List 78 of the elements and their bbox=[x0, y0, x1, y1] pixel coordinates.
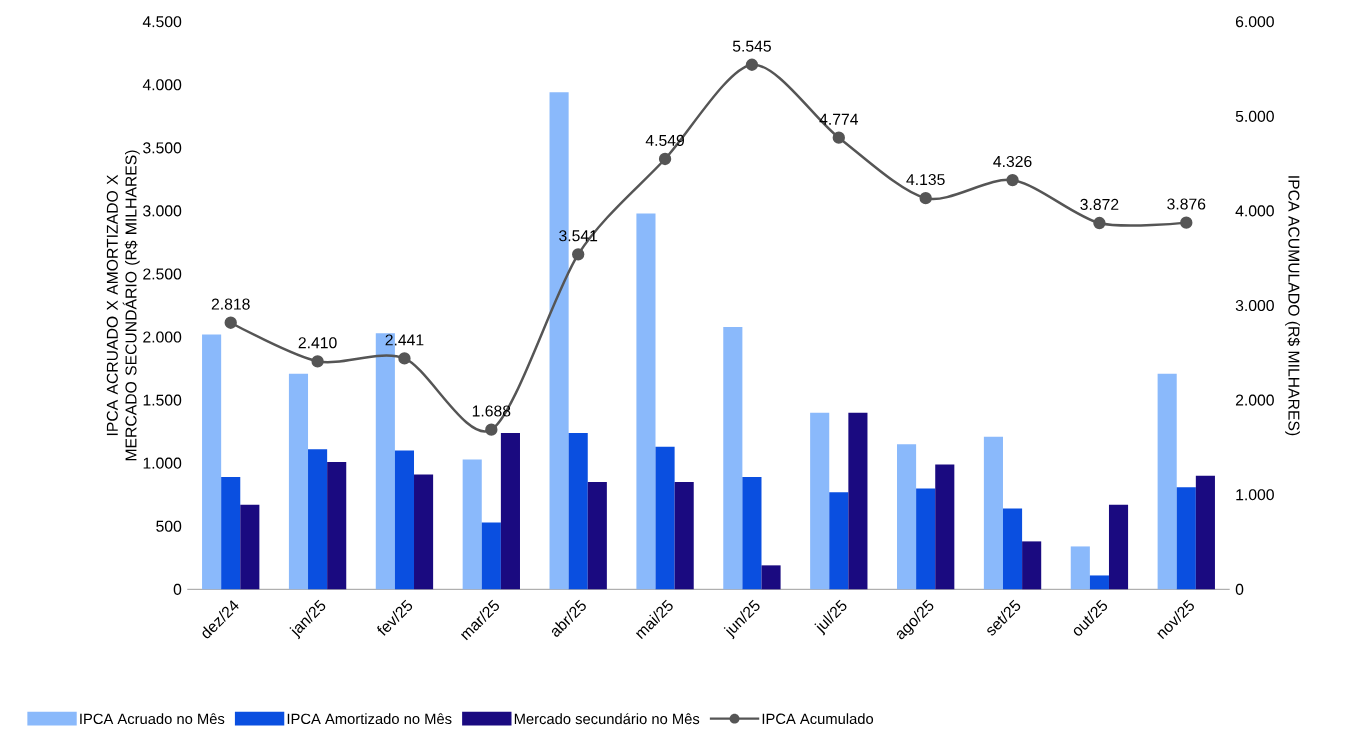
bar bbox=[1157, 373, 1177, 590]
point bbox=[832, 131, 845, 145]
y2-tick-label: 5.000 bbox=[1235, 110, 1274, 123]
y2-tick-label: 6.000 bbox=[1235, 16, 1274, 28]
bar bbox=[636, 213, 656, 590]
bar bbox=[897, 444, 917, 590]
bar bbox=[202, 334, 222, 590]
point bbox=[658, 153, 672, 166]
legend-label: IPCA Acruado no Mês bbox=[80, 713, 225, 725]
data-label: 3.876 bbox=[1167, 198, 1206, 210]
bar bbox=[848, 412, 868, 590]
data-label: 5.545 bbox=[732, 40, 771, 52]
bar bbox=[462, 459, 482, 590]
y2-tick-label: 4.000 bbox=[1235, 205, 1274, 217]
bar bbox=[674, 482, 694, 590]
legend-label: Mercado secundário no Mês bbox=[514, 713, 700, 725]
bar bbox=[655, 447, 675, 590]
point bbox=[224, 316, 237, 330]
data-label: 4.135 bbox=[906, 174, 945, 186]
bar bbox=[810, 412, 830, 590]
y-tick-label: 4.000 bbox=[142, 79, 182, 91]
bar bbox=[1002, 508, 1023, 590]
legend-label: IPCA Acumulado bbox=[762, 713, 874, 725]
bar bbox=[414, 474, 434, 590]
legend-label: IPCA Amortizado no Mês bbox=[287, 713, 452, 725]
data-label: 4.326 bbox=[993, 156, 1032, 168]
bar bbox=[723, 327, 743, 590]
bar bbox=[288, 373, 309, 590]
bar bbox=[327, 462, 347, 590]
data-label: 2.818 bbox=[211, 298, 250, 310]
y-tick-label: 1.500 bbox=[143, 394, 182, 406]
bar bbox=[240, 505, 260, 590]
data-label: 2.441 bbox=[385, 334, 424, 346]
bar bbox=[935, 464, 955, 590]
bar bbox=[568, 433, 588, 590]
data-label: 4.774 bbox=[819, 114, 859, 125]
bar bbox=[1176, 487, 1196, 590]
y-tick-label: 500 bbox=[156, 520, 182, 533]
bar bbox=[829, 492, 849, 590]
bar bbox=[916, 488, 936, 590]
y2-tick-label: 0 bbox=[1235, 584, 1244, 596]
y-tick-label: 3.500 bbox=[143, 142, 182, 154]
y2-tick-label: 3.000 bbox=[1235, 300, 1274, 312]
y-tick-label: 2.000 bbox=[143, 331, 182, 343]
y-tick-label: 3.000 bbox=[143, 205, 182, 217]
point bbox=[572, 248, 585, 261]
y2-axis-title: IPCA ACUMULADO (R$ MILHARES) bbox=[1285, 176, 1301, 436]
bar bbox=[1108, 505, 1129, 590]
point bbox=[745, 58, 759, 72]
bar bbox=[500, 433, 520, 590]
point bbox=[398, 352, 411, 365]
bar bbox=[308, 449, 328, 590]
y2-tick-label: 1.000 bbox=[1236, 489, 1274, 501]
point bbox=[311, 355, 324, 368]
y2-tick-label: 2.000 bbox=[1235, 394, 1274, 406]
bar bbox=[1089, 575, 1109, 590]
bar bbox=[761, 565, 781, 590]
y-tick-label: 4.500 bbox=[142, 16, 182, 28]
y-axis-title: IPCA ACRUADO X AMORTIZADO X MERCADO SECUNDÁRIO (R$ MILHARES) bbox=[106, 150, 140, 461]
y-tick-label: 2.500 bbox=[143, 268, 182, 280]
bar bbox=[1195, 476, 1215, 590]
point bbox=[485, 423, 498, 437]
data-label: 3.872 bbox=[1080, 199, 1119, 211]
point bbox=[1006, 174, 1019, 187]
bar bbox=[1022, 541, 1042, 590]
point bbox=[1093, 217, 1106, 230]
y-tick-label: 1.000 bbox=[143, 457, 182, 470]
bar bbox=[983, 436, 1003, 590]
bar bbox=[221, 477, 241, 590]
bar bbox=[394, 450, 415, 590]
bar bbox=[587, 482, 607, 590]
point bbox=[919, 192, 932, 205]
data-label: 2.410 bbox=[298, 337, 337, 349]
point bbox=[1180, 216, 1193, 230]
bar bbox=[742, 477, 762, 590]
y-tick-label: 0 bbox=[173, 584, 182, 596]
bar bbox=[481, 522, 501, 590]
bar bbox=[1070, 546, 1090, 590]
